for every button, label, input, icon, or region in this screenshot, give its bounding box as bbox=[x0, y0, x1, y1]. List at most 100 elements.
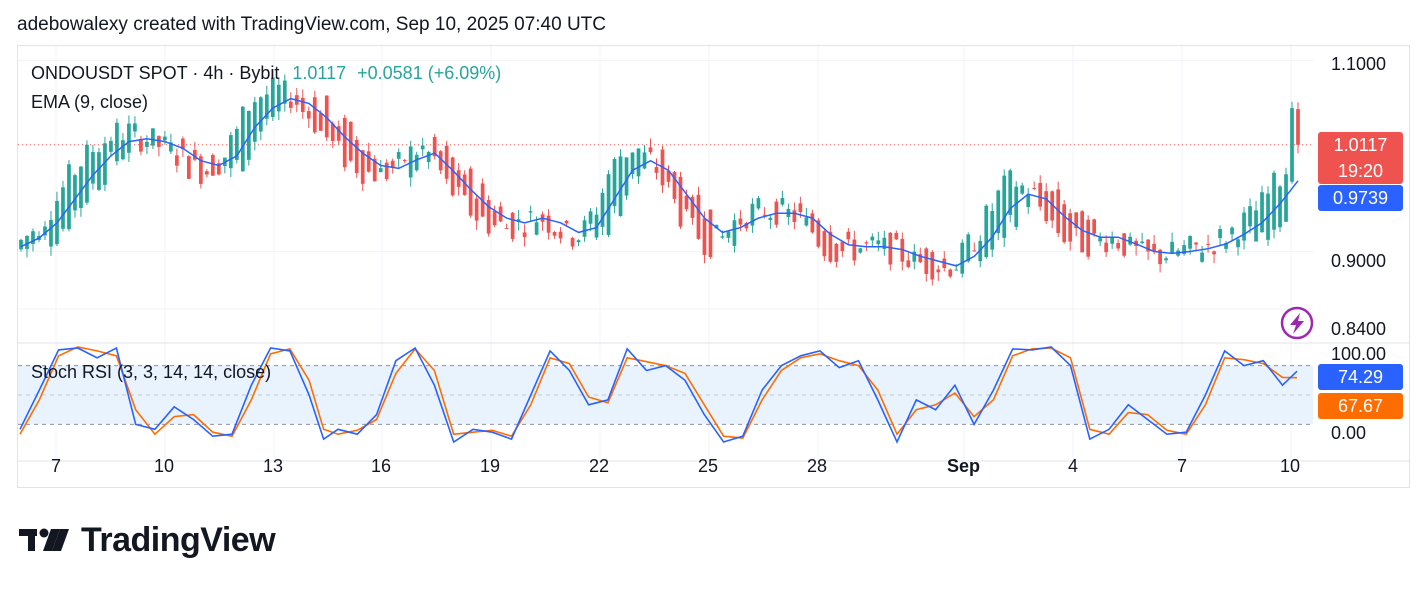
brand-name: TradingView bbox=[81, 520, 276, 559]
candle-body bbox=[414, 154, 419, 171]
candle-body bbox=[918, 254, 923, 263]
stoch-k-tag: 74.29 bbox=[1318, 364, 1403, 390]
candle-body bbox=[1272, 172, 1276, 230]
candle-body bbox=[396, 152, 401, 159]
candle-countdown: 19:20 bbox=[1337, 161, 1384, 181]
candle-body bbox=[187, 156, 191, 179]
candle-body bbox=[636, 148, 641, 177]
candle-body bbox=[1002, 175, 1007, 238]
candle-body bbox=[1080, 211, 1085, 253]
candle-body bbox=[1062, 204, 1067, 243]
candle-body bbox=[972, 250, 977, 252]
ema-legend[interactable]: EMA (9, close) bbox=[31, 92, 149, 112]
candle-body bbox=[576, 240, 581, 243]
candle-body bbox=[199, 156, 203, 184]
candle-body bbox=[984, 205, 989, 258]
candle-body bbox=[1152, 243, 1156, 251]
candle-body bbox=[181, 138, 185, 150]
candle-body bbox=[438, 151, 443, 171]
candle-body bbox=[708, 209, 713, 258]
candle-body bbox=[936, 269, 941, 273]
candle-body bbox=[121, 140, 125, 160]
candle-body bbox=[1242, 212, 1246, 241]
candle-body bbox=[348, 121, 353, 161]
ema-line bbox=[20, 97, 1299, 267]
candle-body bbox=[127, 123, 131, 153]
candle-body bbox=[157, 136, 161, 147]
candle-body bbox=[1032, 187, 1037, 189]
time-axis-label: 10 bbox=[154, 456, 175, 476]
candle-body bbox=[384, 162, 389, 180]
candle-body bbox=[840, 241, 845, 252]
candle-body bbox=[834, 243, 839, 262]
candle-body bbox=[234, 128, 239, 160]
candle-body bbox=[630, 152, 635, 175]
candle-body bbox=[672, 171, 677, 199]
candle-body bbox=[1248, 206, 1252, 227]
candle-body bbox=[1128, 236, 1132, 245]
chart-caption: adebowalexy created with TradingView.com… bbox=[17, 14, 606, 35]
candle-body bbox=[1164, 258, 1168, 261]
candle-body bbox=[73, 175, 77, 211]
candle-body bbox=[930, 252, 935, 280]
candle-body bbox=[624, 157, 629, 196]
price-tick-label: 0.8400 bbox=[1331, 319, 1387, 339]
candle-body bbox=[258, 97, 263, 132]
candle-body bbox=[1068, 213, 1073, 242]
candle-body bbox=[43, 226, 47, 236]
time-axis-label: 13 bbox=[263, 456, 284, 476]
candle-body bbox=[336, 126, 341, 141]
candle-body bbox=[462, 174, 467, 195]
candle-body bbox=[109, 140, 113, 152]
symbol-legend[interactable]: ONDOUSDT SPOT · 4h · Bybit 1.0117 +0.058… bbox=[31, 63, 501, 84]
candle-body bbox=[300, 97, 305, 112]
candle-body bbox=[954, 269, 959, 271]
candle-body bbox=[366, 151, 371, 172]
symbol-title[interactable]: ONDOUSDT SPOT · 4h · Bybit bbox=[31, 63, 280, 83]
candle-body bbox=[378, 168, 383, 173]
candle-body bbox=[79, 166, 83, 208]
candle-body bbox=[354, 139, 359, 174]
candle-body bbox=[372, 158, 377, 182]
candle-body bbox=[510, 212, 515, 239]
candle-body bbox=[264, 94, 269, 119]
time-axis-label: Sep bbox=[947, 456, 981, 476]
chart-frame[interactable]: ONDOUSDT SPOT · 4h · Bybit 1.0117 +0.058… bbox=[17, 45, 1410, 488]
candle-body bbox=[1278, 186, 1282, 228]
time-axis-label: 28 bbox=[807, 456, 828, 476]
candle-body bbox=[1146, 239, 1150, 252]
candle-body bbox=[1224, 243, 1228, 249]
time-axis-label: 4 bbox=[1068, 456, 1079, 476]
candle-body bbox=[1182, 245, 1186, 254]
candle-body bbox=[606, 174, 611, 236]
candle-body bbox=[169, 142, 173, 152]
stoch-rsi-legend[interactable]: Stoch RSI (3, 3, 14, 14, close) bbox=[31, 362, 272, 382]
candle-body bbox=[528, 211, 533, 213]
candle-body bbox=[732, 220, 737, 246]
candle-body bbox=[444, 145, 449, 179]
candle-body bbox=[31, 231, 35, 244]
time-axis-label: 16 bbox=[371, 456, 392, 476]
candle-body bbox=[216, 163, 221, 175]
time-axis-label: 7 bbox=[51, 456, 62, 476]
candle-body bbox=[474, 198, 479, 221]
candle-body bbox=[145, 141, 149, 147]
candle-body bbox=[552, 232, 557, 236]
time-axis-label: 10 bbox=[1280, 456, 1301, 476]
candle-body bbox=[696, 194, 701, 239]
candle-body bbox=[714, 224, 719, 229]
candle-body bbox=[858, 248, 863, 253]
candle-body bbox=[360, 150, 365, 184]
candle-body bbox=[468, 168, 473, 216]
candle-body bbox=[522, 232, 527, 238]
lightning-icon[interactable] bbox=[1280, 306, 1314, 340]
candle-body bbox=[570, 238, 575, 247]
candle-body bbox=[558, 231, 563, 239]
candle-body bbox=[246, 110, 251, 160]
candle-body bbox=[864, 242, 869, 244]
time-axis-label: 19 bbox=[480, 456, 501, 476]
candle-body bbox=[67, 164, 71, 230]
chart-canvas[interactable] bbox=[18, 46, 1409, 487]
time-axis-label: 22 bbox=[589, 456, 610, 476]
candle-body bbox=[1014, 186, 1019, 227]
